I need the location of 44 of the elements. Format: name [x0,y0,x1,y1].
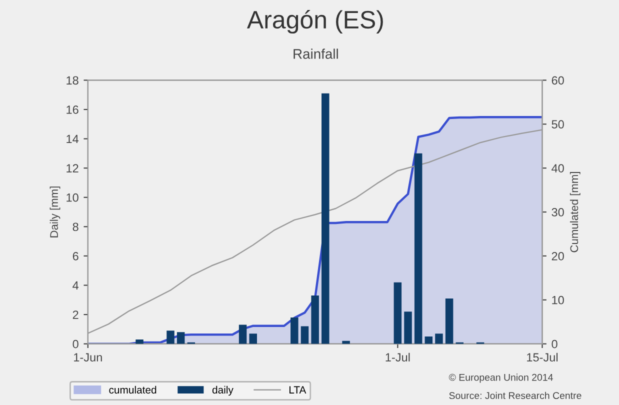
bar [414,153,422,344]
y-tick-label: 12 [66,164,78,172]
y2-tick-label: 60 [552,76,564,85]
y-tick-label: 18 [66,76,78,85]
x-tick-label: 1-Jun [74,353,102,362]
y-tick-label: 4 [72,281,79,290]
y-tick-label: 16 [66,106,78,114]
x-tick-label: 15-Jul [527,352,558,362]
bar [435,334,443,344]
text: © European Union 2014 [448,374,553,383]
y2-tick-label: 30 [552,208,564,216]
y2-tick-label: 20 [552,252,564,260]
bar [424,336,433,344]
legend-label: LTA [289,386,306,394]
bar [445,298,454,344]
y-tick-label: 6 [72,252,78,260]
legend-label: daily [212,386,234,396]
y-tick-label: 10 [66,193,78,202]
bar [238,324,247,344]
bar [249,334,257,344]
bar [300,326,309,344]
y-tick-label: 14 [66,134,79,144]
y2-tick-label: 40 [552,164,564,172]
y2-axis-title: Cumulated [mm] [570,172,580,252]
bar [176,332,185,344]
bar [322,93,330,344]
y-axis-title: Daily [mm] [50,186,60,238]
y-tick-label: 8 [72,222,78,232]
bar [404,312,412,344]
source-note: Source: Joint Research Centre [449,392,582,400]
y-tick-label: 2 [72,310,78,319]
legend-label: cumulated [109,386,156,394]
chart-subtitle: Rainfall [294,48,338,59]
y-tick-label: 0 [72,340,78,348]
y2-tick-label: 50 [552,120,564,129]
y2-tick-label: 0 [552,340,558,348]
y2-tick-label: 10 [552,296,564,304]
bar [311,296,319,344]
bar [166,330,174,344]
bar [394,282,402,344]
x-tick-label: 1-Jul [386,352,410,362]
chart-title: Aragón (ES) [246,10,383,34]
bar [290,317,298,344]
bar [136,339,144,344]
